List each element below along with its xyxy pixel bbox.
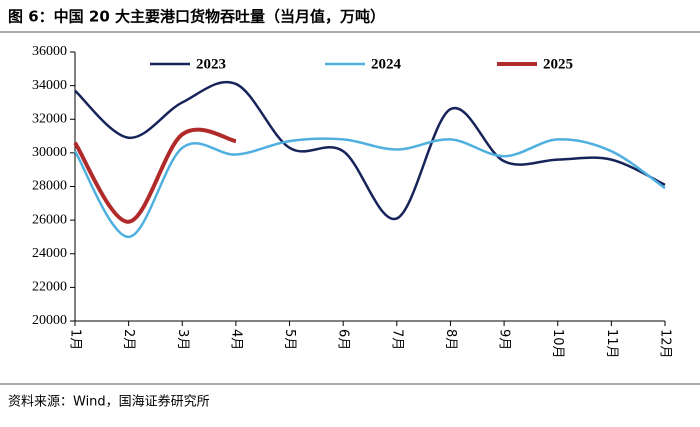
- y-tick-label: 34000: [32, 78, 67, 93]
- y-tick-label: 20000: [32, 313, 67, 328]
- y-tick-label: 26000: [32, 212, 67, 227]
- y-tick-label: 36000: [32, 44, 67, 59]
- series-line: [74, 80, 666, 220]
- chart-title: 图 6：中国 20 大主要港口货物吞吐量（当月值，万吨）: [8, 8, 385, 26]
- x-tick-label: 2月: [121, 329, 136, 350]
- x-tick-label: 8月: [443, 329, 458, 350]
- legend-label: 2024: [371, 56, 402, 72]
- x-tick-label: 7月: [389, 329, 404, 350]
- x-tick-label: 1月: [68, 329, 83, 350]
- x-tick-label: 12月: [658, 329, 673, 359]
- y-tick-label: 30000: [32, 145, 67, 160]
- x-tick-label: 9月: [497, 329, 512, 350]
- y-tick-label: 32000: [32, 111, 67, 126]
- series-line: [73, 137, 666, 239]
- x-tick-label: 11月: [604, 329, 619, 359]
- x-tick-label: 10月: [550, 329, 565, 359]
- legend-label: 2025: [543, 56, 573, 72]
- y-tick-label: 24000: [32, 246, 67, 261]
- y-tick-label: 28000: [32, 179, 67, 194]
- y-tick-label: 22000: [32, 280, 67, 295]
- series-line: [73, 127, 237, 224]
- x-tick-label: 4月: [228, 329, 243, 350]
- x-tick-label: 5月: [282, 329, 297, 350]
- legend-label: 2023: [196, 56, 226, 72]
- x-tick-label: 3月: [175, 329, 190, 350]
- x-tick-label: 6月: [336, 329, 351, 350]
- source: 资料来源：Wind，国海证券研究所: [8, 394, 210, 410]
